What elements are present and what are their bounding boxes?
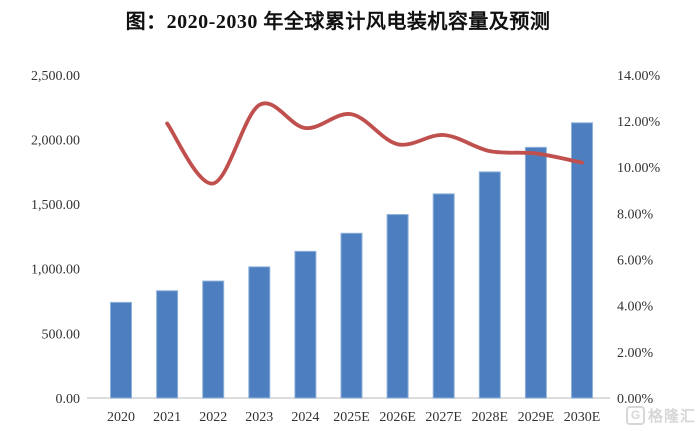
left-axis-tick-label: 1,500.00: [31, 198, 80, 213]
right-axis-tick-label: 8.00%: [617, 207, 654, 222]
left-axis-tick-label: 2,500.00: [31, 69, 80, 84]
watermark-g-icon: G: [625, 406, 645, 425]
right-axis-tick-label: 4.00%: [617, 300, 654, 315]
left-axis-tick-label: 0.00: [56, 392, 81, 407]
right-axis-tick-label: 12.00%: [617, 115, 661, 130]
x-axis-tick-label: 2027E: [425, 410, 462, 425]
x-axis-tick-label: 2026E: [379, 410, 416, 425]
right-axis-tick-label: 6.00%: [617, 253, 654, 268]
right-axis-tick-label: 0.00%: [617, 392, 654, 407]
bar-2022: [202, 280, 225, 399]
x-axis-tick-label: 2030E: [564, 410, 601, 425]
growth-rate-line: [165, 101, 584, 186]
chart-title: 图：2020-2030 年全球累计风电装机容量及预测: [125, 11, 551, 33]
x-axis-tick-label: 2021: [153, 410, 181, 425]
left-axis-tick-label: 500.00: [42, 327, 81, 342]
right-axis-tick-label: 2.00%: [617, 346, 654, 361]
bar-2024: [294, 250, 317, 399]
watermark-logo: G 格隆汇: [625, 405, 696, 426]
bar-2028E: [478, 171, 501, 399]
bar-2021: [156, 290, 179, 399]
x-axis-tick-label: 2023: [245, 410, 273, 425]
right-axis-tick-label: 14.00%: [617, 69, 661, 84]
x-axis-tick-label: 2024: [291, 410, 319, 425]
left-axis-tick-label: 2,000.00: [31, 134, 80, 149]
x-axis-tick-label: 2029E: [518, 410, 555, 425]
bar-2020: [110, 301, 132, 399]
right-axis-tick-label: 10.00%: [617, 161, 661, 176]
bar-2025E: [340, 232, 363, 399]
x-axis-tick-label: 2020: [107, 410, 135, 425]
bar-2030E: [571, 122, 593, 399]
x-axis-tick-label: 2025E: [333, 410, 370, 425]
x-axis-tick-label: 2028E: [472, 410, 509, 425]
bar-2023: [248, 266, 271, 399]
bar-2029E: [524, 146, 547, 399]
watermark-text: 格隆汇: [647, 408, 696, 425]
bar-2026E: [386, 214, 409, 399]
bar-2027E: [432, 193, 455, 399]
left-axis-tick-label: 1,000.00: [31, 263, 80, 278]
x-axis-tick-label: 2022: [199, 410, 227, 425]
